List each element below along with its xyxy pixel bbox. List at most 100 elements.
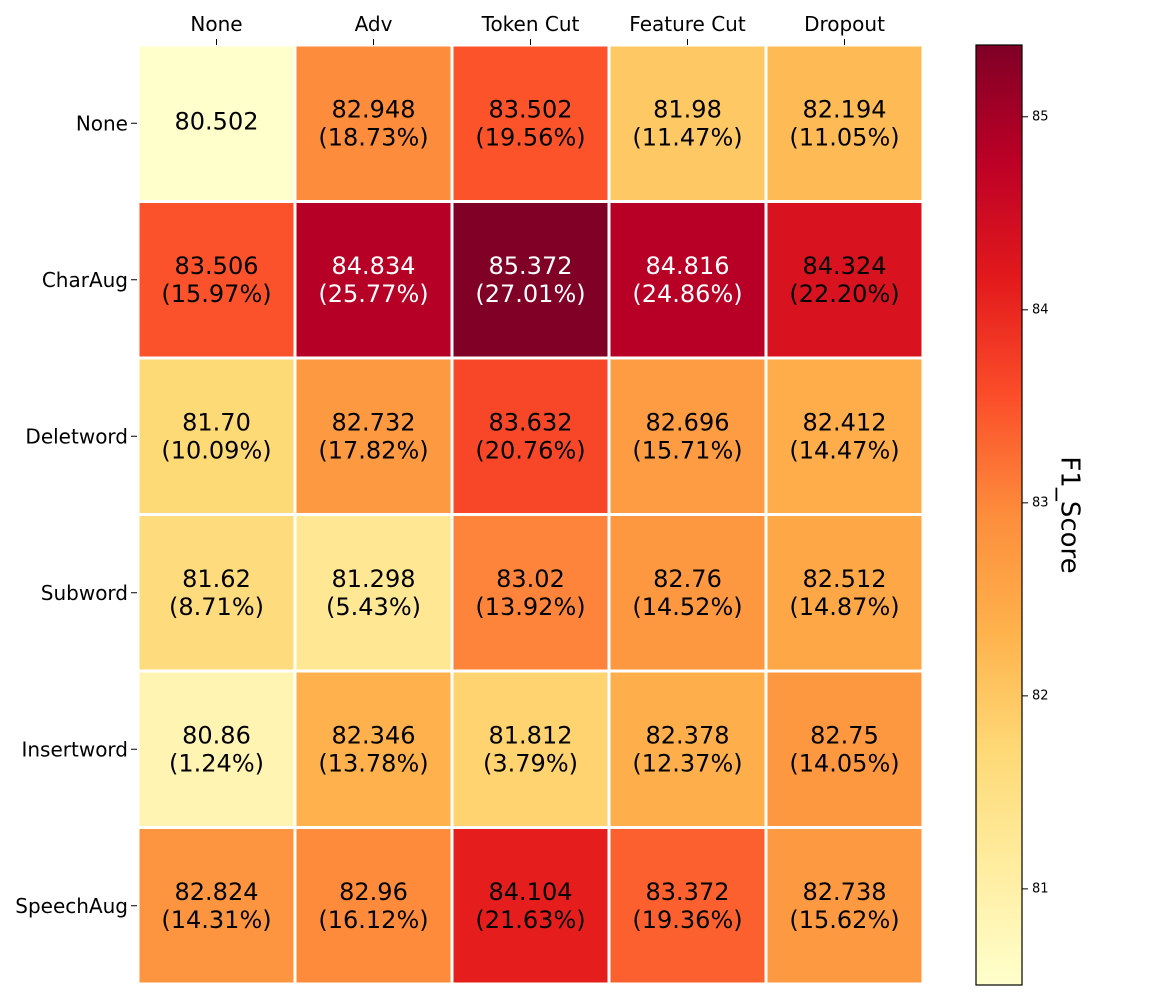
heatmap-cell: 82.512(14.87%) xyxy=(764,513,925,673)
cell-improvement-label: (21.63%) xyxy=(475,906,585,934)
cell-rect xyxy=(450,669,611,829)
cell-value-label: 84.104 xyxy=(489,878,573,906)
cell-rect xyxy=(293,513,454,673)
cell-value-label: 82.76 xyxy=(653,565,722,593)
y-axis-left: None CharAug Deletword Subword Insertword Spe… xyxy=(15,111,137,918)
cell-value-label: 81.70 xyxy=(182,408,251,436)
y-tick-label: None xyxy=(76,111,128,135)
cell-rect xyxy=(607,356,768,516)
cell-value-label: 83.506 xyxy=(175,252,259,280)
heatmap-cell: 82.412(14.47%) xyxy=(764,356,925,516)
cell-improvement-label: (15.71%) xyxy=(632,436,742,464)
x-axis-top: None Adv Token Cut Feature Cut Dropout xyxy=(190,12,885,45)
cell-improvement-label: (11.47%) xyxy=(632,123,742,151)
y-tick-label: Deletword xyxy=(25,424,128,448)
colorbar-tick-label: 81 xyxy=(1032,881,1049,896)
cell-rect xyxy=(293,43,454,203)
cell-improvement-label: (14.31%) xyxy=(161,906,271,934)
heatmap-cell: 81.98(11.47%) xyxy=(607,43,768,203)
cell-rect xyxy=(450,513,611,673)
heatmap-cell: 85.372(27.01%) xyxy=(450,200,611,360)
cell-rect xyxy=(607,513,768,673)
cell-value-label: 81.62 xyxy=(182,565,251,593)
heatmap-cell: 82.378(12.37%) xyxy=(607,669,768,829)
cell-rect xyxy=(136,200,297,360)
heatmap-cell: 83.02(13.92%) xyxy=(450,513,611,673)
cell-improvement-label: (17.82%) xyxy=(318,436,428,464)
cell-value-label: 81.298 xyxy=(332,565,416,593)
cell-value-label: 84.834 xyxy=(332,252,416,280)
cell-value-label: 82.824 xyxy=(175,878,259,906)
cell-rect xyxy=(764,513,925,673)
cell-value-label: 81.98 xyxy=(653,95,722,123)
cell-improvement-label: (11.05%) xyxy=(789,123,899,151)
heatmap-cell: 81.70(10.09%) xyxy=(136,356,297,516)
cell-improvement-label: (22.20%) xyxy=(789,280,899,308)
cell-rect xyxy=(136,669,297,829)
cell-improvement-label: (24.86%) xyxy=(632,280,742,308)
cell-value-label: 82.378 xyxy=(646,721,730,749)
heatmap-cell: 82.194(11.05%) xyxy=(764,43,925,203)
heatmap-cell: 81.298(5.43%) xyxy=(293,513,454,673)
x-tick-label: Dropout xyxy=(804,12,885,36)
heatmap-cell: 83.502(19.56%) xyxy=(450,43,611,203)
heatmap-cell: 84.834(25.77%) xyxy=(293,200,454,360)
cell-improvement-label: (18.73%) xyxy=(318,123,428,151)
cell-value-label: 84.816 xyxy=(646,252,730,280)
cell-improvement-label: (5.43%) xyxy=(326,593,421,621)
heatmap-cell: 82.346(13.78%) xyxy=(293,669,454,829)
heatmap-cell: 81.62(8.71%) xyxy=(136,513,297,673)
colorbar-gradient xyxy=(975,44,1023,986)
cell-rect xyxy=(764,669,925,829)
heatmap-cell: 82.732(17.82%) xyxy=(293,356,454,516)
heatmap-cell: 82.738(15.62%) xyxy=(764,826,925,986)
cell-rect xyxy=(293,669,454,829)
heatmap-cell: 82.76(14.52%) xyxy=(607,513,768,673)
cell-value-label: 85.372 xyxy=(489,252,573,280)
cell-improvement-label: (8.71%) xyxy=(169,593,264,621)
cell-improvement-label: (27.01%) xyxy=(475,280,585,308)
x-tick-label: Feature Cut xyxy=(629,12,746,36)
heatmap-cell: 80.502 xyxy=(136,43,297,203)
cell-value-label: 83.502 xyxy=(489,95,573,123)
cell-improvement-label: (14.52%) xyxy=(632,593,742,621)
cell-value-label: 83.02 xyxy=(496,565,565,593)
cell-value-label: 82.512 xyxy=(803,565,887,593)
cell-rect xyxy=(450,826,611,986)
cell-rect xyxy=(293,356,454,516)
cell-improvement-label: (19.56%) xyxy=(475,123,585,151)
cell-rect xyxy=(764,200,925,360)
cell-value-label: 83.372 xyxy=(646,878,730,906)
heatmap-cell: 83.632(20.76%) xyxy=(450,356,611,516)
cell-value-label: 82.412 xyxy=(803,408,887,436)
cell-improvement-label: (15.62%) xyxy=(789,906,899,934)
heatmap-cell: 84.324(22.20%) xyxy=(764,200,925,360)
colorbar-label: F1_Score xyxy=(1055,456,1085,573)
cell-improvement-label: (3.79%) xyxy=(483,749,578,777)
heatmap-cell: 84.816(24.86%) xyxy=(607,200,768,360)
cell-improvement-label: (19.36%) xyxy=(632,906,742,934)
cell-value-label: 82.75 xyxy=(810,721,879,749)
cell-rect xyxy=(136,513,297,673)
cell-improvement-label: (14.87%) xyxy=(789,593,899,621)
cell-value-label: 80.502 xyxy=(175,107,259,135)
heatmap-cell: 82.75(14.05%) xyxy=(764,669,925,829)
cell-value-label: 82.696 xyxy=(646,408,730,436)
cell-value-label: 84.324 xyxy=(803,252,887,280)
cell-value-label: 82.194 xyxy=(803,95,887,123)
colorbar-tick-label: 85 xyxy=(1032,109,1049,124)
cell-improvement-label: (13.78%) xyxy=(318,749,428,777)
cell-improvement-label: (25.77%) xyxy=(318,280,428,308)
cell-value-label: 80.86 xyxy=(182,721,251,749)
cell-value-label: 81.812 xyxy=(489,721,573,749)
x-tick-label: Adv xyxy=(355,12,393,36)
y-tick-label: CharAug xyxy=(42,268,128,292)
y-tick-label: Subword xyxy=(41,581,128,605)
cell-rect xyxy=(764,826,925,986)
cell-improvement-label: (12.37%) xyxy=(632,749,742,777)
cell-improvement-label: (1.24%) xyxy=(169,749,264,777)
cell-rect xyxy=(136,43,297,203)
cell-improvement-label: (10.09%) xyxy=(161,436,271,464)
heatmap-cell: 83.372(19.36%) xyxy=(607,826,768,986)
